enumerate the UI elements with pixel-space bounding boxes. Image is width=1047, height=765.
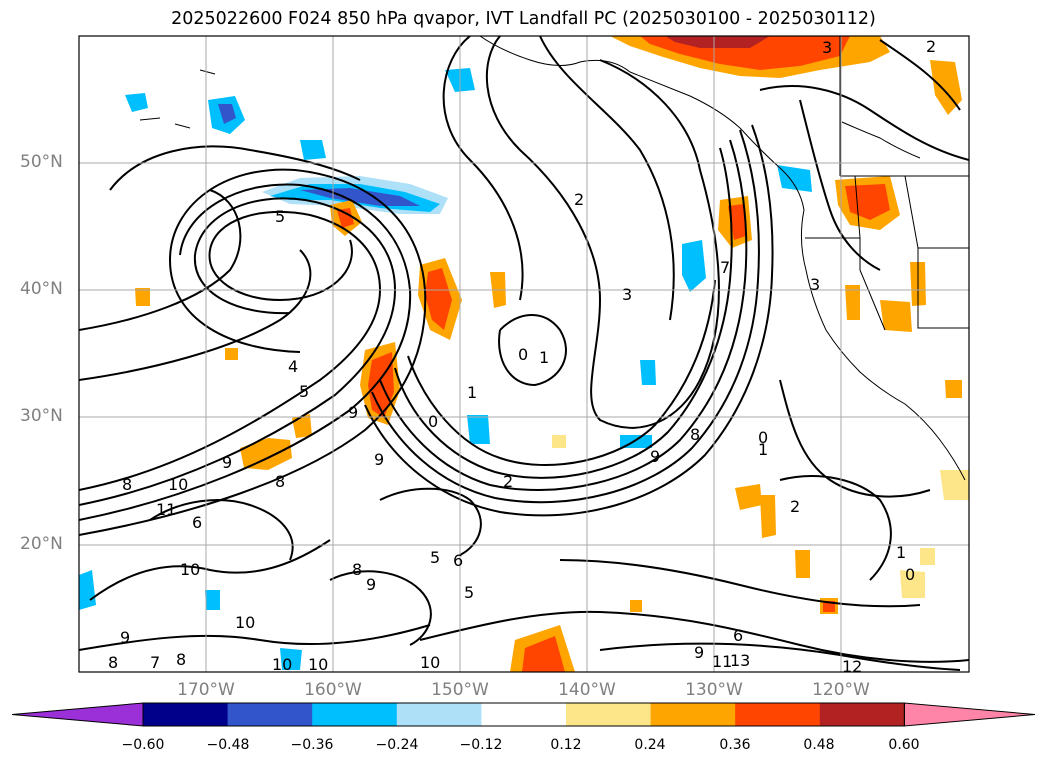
colorbar-segment bbox=[566, 703, 652, 726]
colorbar-segment bbox=[312, 703, 398, 726]
contour-label: 0 bbox=[428, 412, 438, 431]
colorbar-segment bbox=[143, 703, 229, 726]
contour-label: 3 bbox=[622, 285, 632, 304]
contour-label: 6 bbox=[192, 513, 202, 532]
contour-label: 5 bbox=[430, 548, 440, 567]
colorbar-tick: −0.12 bbox=[459, 737, 503, 753]
colorbar-tick: 0.48 bbox=[803, 737, 835, 753]
lon-label: 150°W bbox=[431, 680, 489, 700]
coastlines bbox=[139, 36, 969, 481]
contour-label: 9 bbox=[222, 453, 232, 472]
contour-label: 1 bbox=[467, 383, 477, 402]
colorbar-segment bbox=[481, 703, 567, 726]
contour-label: 10 bbox=[235, 613, 255, 632]
contour-label: 10 bbox=[272, 655, 292, 674]
colorbar-tick: 0.24 bbox=[634, 737, 666, 753]
graticule bbox=[79, 36, 969, 672]
contour-label: 3 bbox=[810, 275, 820, 294]
contour-label: 8 bbox=[122, 475, 132, 494]
contour-label: 0 bbox=[758, 428, 768, 447]
contour-label: 9 bbox=[650, 447, 660, 466]
contour-label: 11 bbox=[712, 652, 732, 671]
contour-label: 6 bbox=[733, 626, 743, 645]
contour-label: 7 bbox=[720, 258, 730, 277]
colorbar bbox=[11, 702, 1036, 727]
contour-label: 1 bbox=[896, 543, 906, 562]
contour-label: 0 bbox=[905, 565, 915, 584]
contour-label: 9 bbox=[694, 643, 704, 662]
contour-label: 2 bbox=[926, 37, 936, 56]
colorbar-outline bbox=[142, 702, 905, 727]
contour-label: 5 bbox=[275, 207, 285, 226]
contour-lines bbox=[79, 36, 969, 671]
contour-label: 2 bbox=[574, 190, 584, 209]
lat-label: 30°N bbox=[20, 406, 63, 426]
lon-label: 170°W bbox=[177, 680, 235, 700]
contour-label: 11 bbox=[156, 500, 176, 519]
contour-label: 10 bbox=[168, 475, 188, 494]
lat-label: 20°N bbox=[20, 534, 63, 554]
contour-label: 5 bbox=[464, 583, 474, 602]
contour-label-group: 2 3 5 2 3 3 4 5 9 0 1 0 1 9 2 8 10 11 9 … bbox=[108, 37, 936, 676]
lon-label: 120°W bbox=[812, 680, 870, 700]
colorbar-segment bbox=[735, 703, 821, 726]
contour-label: 2 bbox=[503, 472, 513, 491]
colorbar-tick: 0.60 bbox=[888, 737, 920, 753]
contour-label: 0 bbox=[518, 345, 528, 364]
contour-label: 8 bbox=[352, 560, 362, 579]
contour-label: 9 bbox=[120, 628, 130, 647]
contour-label: 12 bbox=[842, 657, 862, 676]
contour-label: 13 bbox=[730, 651, 750, 670]
lon-label: 160°W bbox=[304, 680, 362, 700]
contour-label: 10 bbox=[180, 560, 200, 579]
colorbar-extend-high bbox=[903, 702, 1036, 727]
contour-label: 9 bbox=[374, 450, 384, 469]
colorbar-segment bbox=[396, 703, 482, 726]
contour-label: 8 bbox=[690, 425, 700, 444]
contour-label: 8 bbox=[108, 653, 118, 672]
lon-label: 130°W bbox=[685, 680, 743, 700]
contour-label: 9 bbox=[348, 403, 358, 422]
lon-label: 140°W bbox=[558, 680, 616, 700]
colorbar-extend-low bbox=[11, 702, 144, 727]
contour-label: 1 bbox=[539, 348, 549, 367]
colorbar-tick: −0.24 bbox=[375, 737, 419, 753]
lat-label: 50°N bbox=[20, 152, 63, 172]
contour-label: 9 bbox=[366, 575, 376, 594]
map-content: 2 3 5 2 3 3 4 5 9 0 1 0 1 9 2 8 10 11 9 … bbox=[79, 36, 969, 676]
colorbar-tick: −0.36 bbox=[290, 737, 334, 753]
contour-label: 10 bbox=[420, 653, 440, 672]
contour-label: 6 bbox=[453, 551, 463, 570]
contour-label: 8 bbox=[275, 472, 285, 491]
contour-label: 2 bbox=[790, 497, 800, 516]
colorbar-tick: 0.12 bbox=[550, 737, 582, 753]
colorbar-segment bbox=[650, 703, 736, 726]
contour-label: 4 bbox=[288, 357, 298, 376]
contour-label: 3 bbox=[822, 38, 832, 57]
colorbar-tick: −0.60 bbox=[121, 737, 165, 753]
contour-label: 1 bbox=[758, 440, 768, 459]
map-frame bbox=[78, 35, 970, 673]
colorbar-segment bbox=[819, 703, 905, 726]
lat-label: 40°N bbox=[20, 279, 63, 299]
contour-label: 7 bbox=[150, 653, 160, 672]
colorbar-tick: 0.36 bbox=[719, 737, 751, 753]
colorbar-tick: −0.48 bbox=[206, 737, 250, 753]
shaded-anomalies bbox=[79, 36, 969, 672]
contour-label: 8 bbox=[176, 650, 186, 669]
map-title: 2025022600 F024 850 hPa qvapor, IVT Land… bbox=[171, 9, 876, 29]
colorbar-segment bbox=[227, 703, 313, 726]
contour-label: 5 bbox=[299, 382, 309, 401]
contour-label: 10 bbox=[308, 655, 328, 674]
